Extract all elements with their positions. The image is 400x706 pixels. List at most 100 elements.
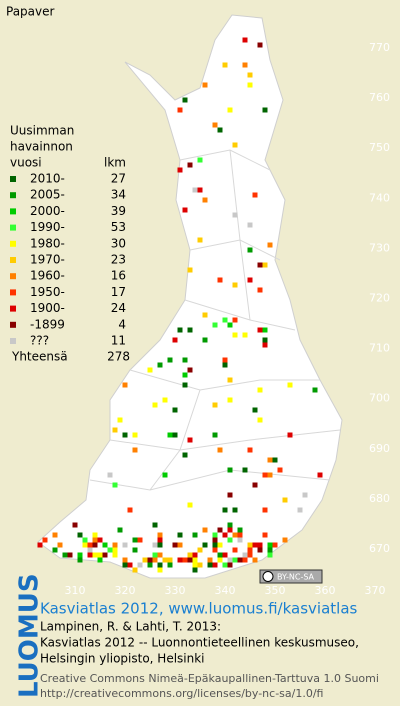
observation-dot	[157, 362, 163, 368]
observation-dot	[92, 532, 98, 538]
observation-dot	[122, 562, 128, 568]
observation-dot	[197, 187, 203, 193]
observation-dot	[212, 532, 218, 538]
observation-dot	[57, 542, 63, 548]
observation-dots	[37, 37, 323, 573]
observation-dot	[237, 527, 243, 533]
observation-dot	[217, 527, 223, 533]
grid-x-label: 310	[65, 584, 86, 597]
grid-x-label: 360	[315, 584, 336, 597]
observation-dot	[107, 472, 113, 478]
observation-dot	[177, 532, 183, 538]
observation-dot	[147, 557, 153, 563]
observation-dot	[132, 547, 138, 553]
observation-dot	[112, 427, 118, 433]
observation-dot	[302, 492, 308, 498]
observation-dot	[202, 337, 208, 343]
observation-dot	[217, 557, 223, 563]
observation-dot	[252, 482, 258, 488]
headline: Kasviatlas 2012, www.luomus.fi/kasviatla…	[40, 600, 358, 618]
observation-dot	[192, 557, 198, 563]
observation-dot	[267, 472, 273, 478]
observation-dot	[72, 522, 78, 528]
observation-dot	[222, 507, 228, 513]
grid-x-label: 330	[165, 584, 186, 597]
observation-dot	[187, 327, 193, 333]
observation-dot	[232, 212, 238, 218]
observation-dot	[167, 562, 173, 568]
observation-dot	[222, 532, 228, 538]
observation-dot	[187, 267, 193, 273]
legend-total-label: Yhteensä	[11, 350, 68, 364]
badge-box	[259, 569, 323, 584]
observation-dot	[222, 317, 228, 323]
observation-dot	[262, 342, 268, 348]
license-url: http://creativecommons.org/licenses/by-n…	[40, 687, 323, 700]
observation-dot	[232, 557, 238, 563]
observation-dot	[182, 557, 188, 563]
observation-dot	[257, 262, 263, 268]
observation-dot	[217, 552, 223, 558]
observation-dot	[102, 552, 108, 558]
observation-dot	[112, 482, 118, 488]
observation-dot	[297, 507, 303, 513]
observation-dot	[227, 562, 233, 568]
citation: Lampinen, R. & Lahti, T. 2013:	[40, 620, 221, 634]
observation-dot	[97, 537, 103, 543]
legend-swatch	[10, 240, 16, 247]
observation-dot	[227, 107, 233, 113]
observation-dot	[207, 557, 213, 563]
observation-dot	[187, 502, 193, 508]
legend-heading: havainnon	[10, 140, 73, 154]
legend-swatch	[10, 176, 16, 182]
observation-dot	[212, 547, 218, 553]
observation-dot	[152, 542, 158, 548]
observation-dot	[212, 542, 218, 548]
province-borders	[89, 149, 341, 491]
observation-dot	[257, 547, 263, 553]
observation-dot	[82, 542, 88, 548]
observation-dot	[117, 417, 123, 423]
legend-swatch	[10, 289, 16, 296]
license-text: Creative Commons Nimeä-Epäkaupallinen-Ta…	[40, 672, 379, 685]
observation-dot	[257, 417, 263, 423]
observation-dot	[232, 317, 238, 323]
legend-heading: Uusimman	[10, 124, 74, 138]
observation-dot	[247, 82, 253, 88]
observation-dot	[62, 552, 68, 558]
observation-dot	[182, 452, 188, 458]
citation: Kasviatlas 2012 -- Luonnontieteellinen k…	[40, 636, 359, 650]
observation-dot	[247, 72, 253, 78]
observation-dot	[157, 542, 163, 548]
observation-dot	[157, 562, 163, 568]
observation-dot	[177, 327, 183, 333]
observation-dot	[132, 447, 138, 453]
citation: Helsingin yliopisto, Helsinki	[40, 652, 205, 666]
grid-x-label: 350	[265, 584, 286, 597]
observation-dot	[167, 357, 173, 363]
observation-dot	[222, 362, 228, 368]
legend-swatch	[10, 305, 16, 312]
observation-dot	[192, 562, 198, 568]
legend-swatch	[10, 224, 16, 231]
observation-dot	[107, 547, 113, 553]
observation-dot	[227, 527, 233, 533]
observation-dot	[282, 497, 288, 503]
observation-dot	[122, 432, 128, 438]
observation-dot	[212, 402, 218, 408]
observation-dot	[217, 127, 223, 133]
observation-dot	[37, 542, 43, 548]
observation-dot	[202, 542, 208, 548]
observation-dot	[262, 532, 268, 538]
observation-dot	[257, 42, 263, 48]
legend-heading: vuosi	[10, 156, 42, 170]
observation-dot	[252, 192, 258, 198]
observation-dot	[232, 142, 238, 148]
legend-swatch	[10, 208, 16, 215]
observation-dot	[312, 387, 318, 393]
observation-dot	[122, 542, 128, 548]
observation-dot	[257, 542, 263, 548]
grid-y-label: 740	[369, 191, 390, 204]
legend-label: 1980-	[30, 236, 65, 250]
